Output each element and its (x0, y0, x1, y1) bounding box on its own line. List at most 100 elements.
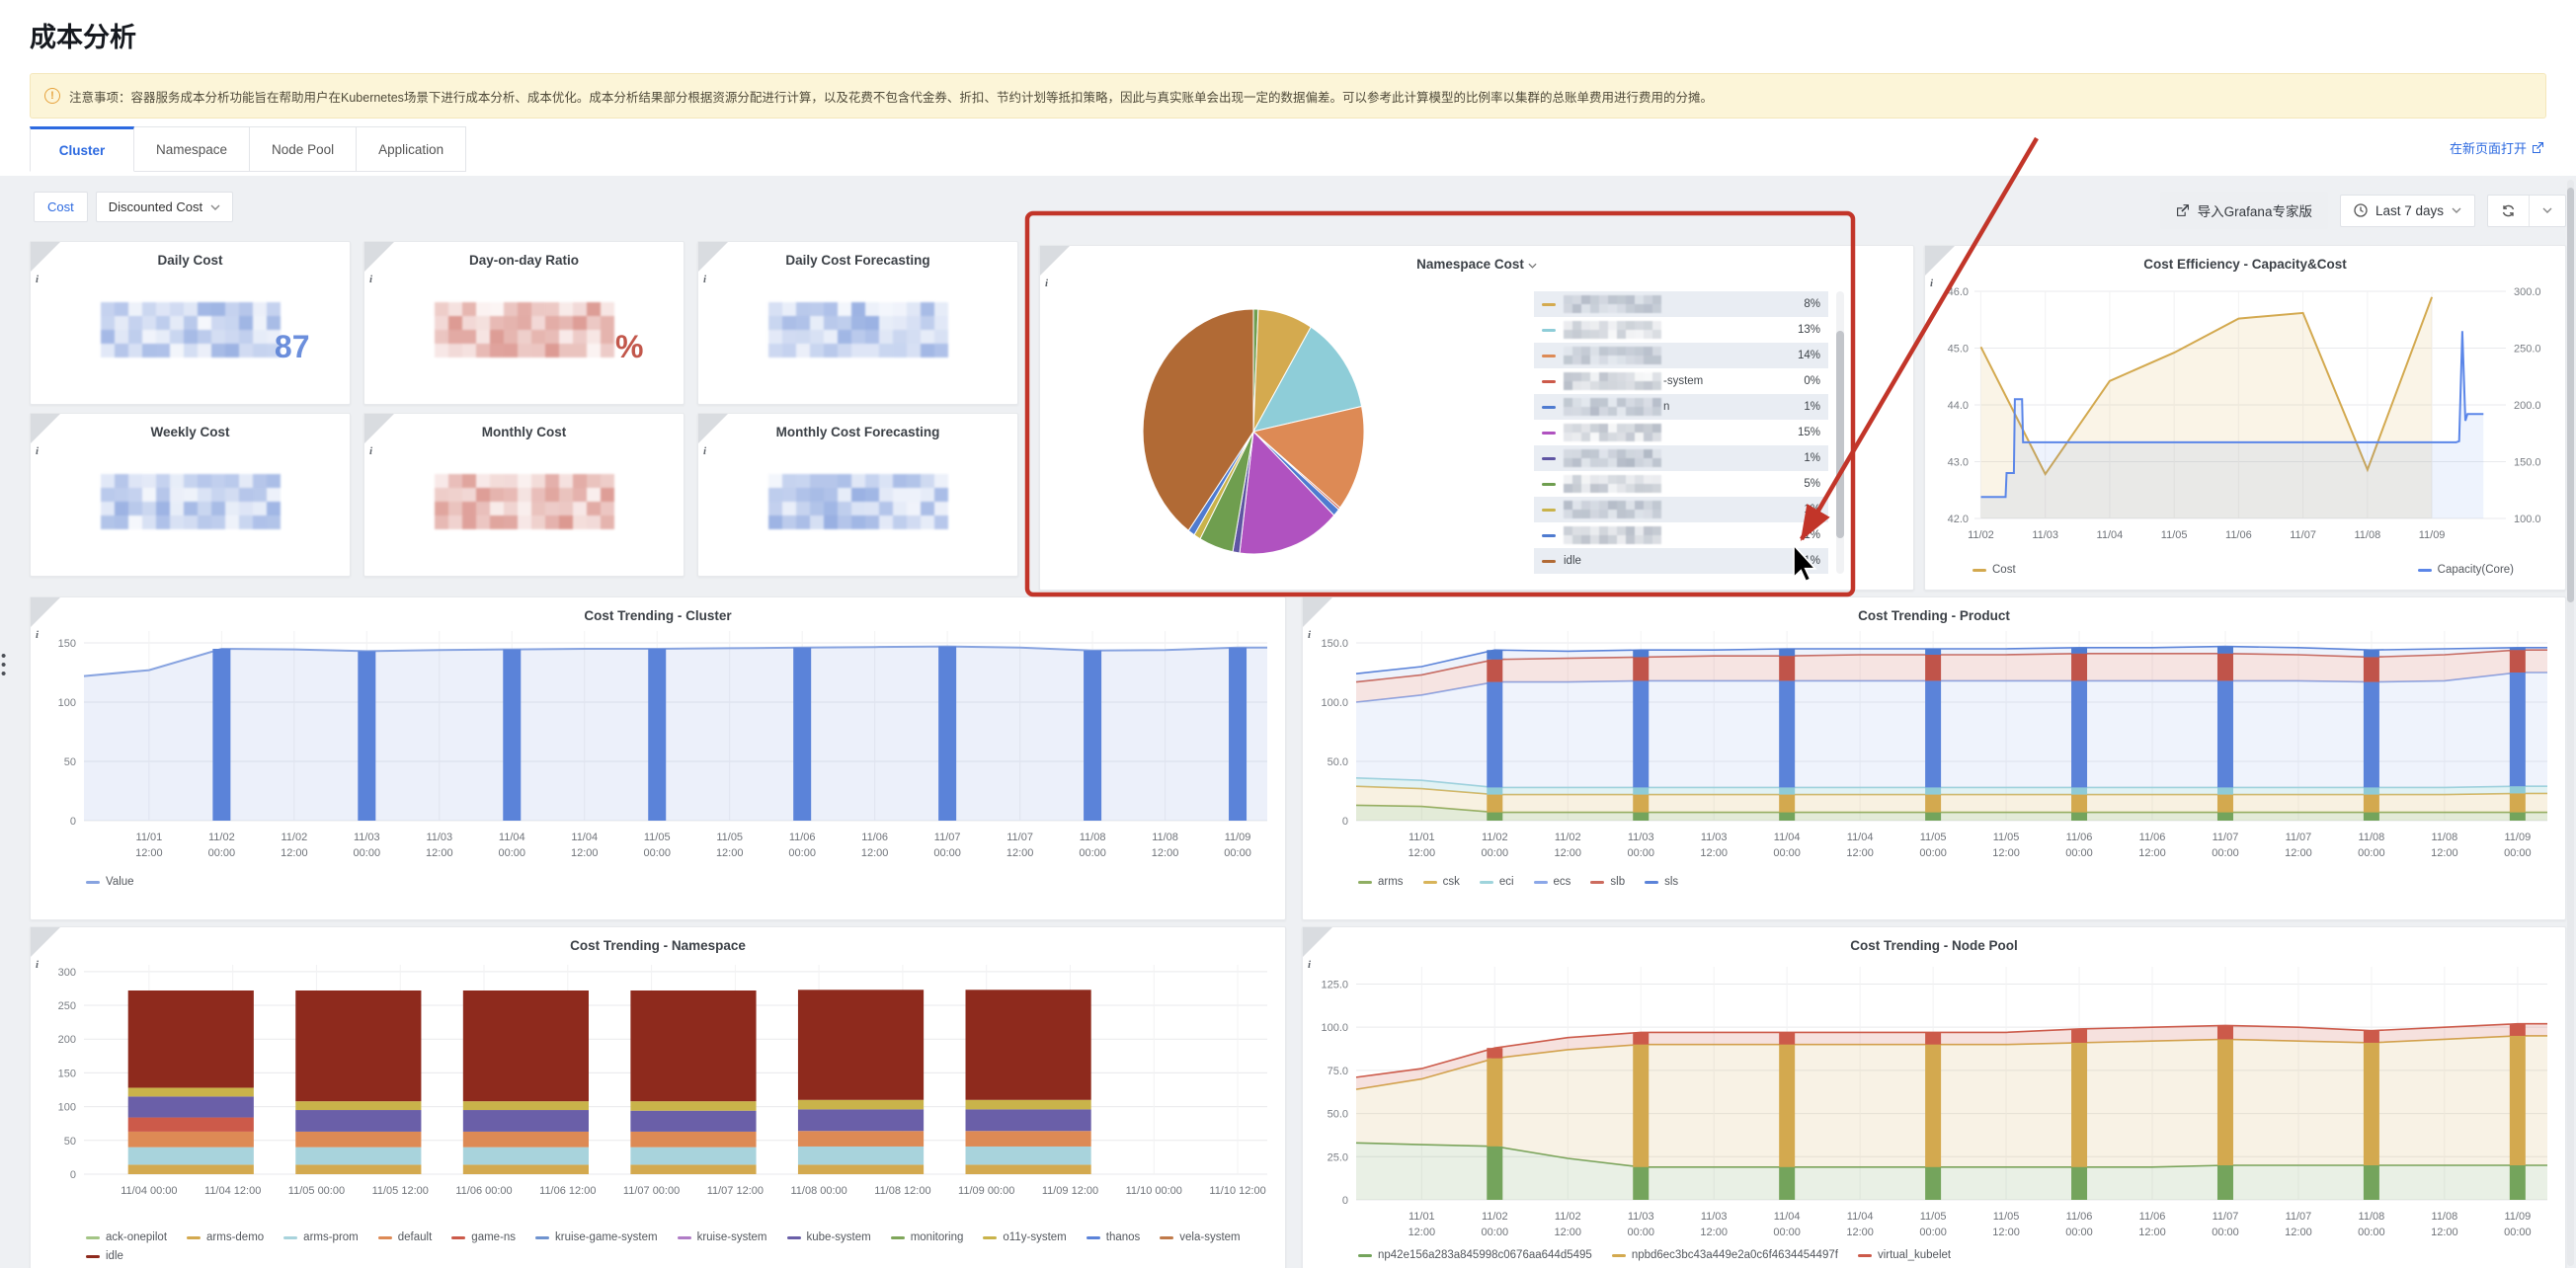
panel-title[interactable]: Namespace Cost (1040, 246, 1913, 272)
legend-item[interactable]: kruise-game-system (535, 1231, 658, 1243)
legend-item[interactable]: arms-demo (187, 1231, 264, 1243)
stat-card-weekly-cost: i Weekly Cost (30, 413, 351, 577)
legend-item[interactable]: vela-system (1160, 1231, 1241, 1243)
panel-title: Cost Efficiency - Capacity&Cost (2143, 257, 2347, 272)
panel-corner-fold[interactable]: i (1040, 246, 1070, 289)
page-scrollbar-thumb[interactable] (2567, 188, 2574, 602)
svg-text:00:00: 00:00 (788, 847, 816, 859)
svg-text:11/06: 11/06 (2139, 832, 2166, 843)
panel-corner-fold[interactable]: i (698, 414, 728, 457)
legend-item[interactable]: Value (86, 876, 134, 888)
legend-row[interactable]: 15% (1534, 420, 1828, 445)
panel-corner-fold[interactable]: i (698, 242, 728, 285)
svg-text:11/08: 11/08 (2432, 832, 2458, 843)
legend-row[interactable]: n 1% (1534, 394, 1828, 420)
panel-corner-fold[interactable]: i (1303, 927, 1332, 971)
svg-text:100.0: 100.0 (2514, 514, 2541, 525)
legend-row[interactable]: 14% (1534, 343, 1828, 368)
svg-text:200.0: 200.0 (2514, 400, 2541, 412)
svg-text:11/08 00:00: 11/08 00:00 (790, 1185, 846, 1197)
panel-corner-fold[interactable]: i (1303, 597, 1332, 641)
open-in-new-page-link[interactable]: 在新页面打开 (2450, 138, 2544, 157)
legend-color-dash (786, 1235, 801, 1239)
svg-text:11/02: 11/02 (281, 832, 307, 843)
svg-text:42.0: 42.0 (1948, 514, 1969, 525)
sidebar-drag-handle[interactable]: • • • (1, 648, 7, 682)
cost-efficiency-legend: Cost Capacity(Core) (1972, 564, 2514, 576)
namespace-cost-pie (1135, 287, 1372, 576)
legend-row[interactable]: -system 0% (1534, 368, 1828, 394)
legend-item[interactable]: default (377, 1231, 432, 1243)
import-grafana-button[interactable]: 导入Grafana专家版 (2159, 192, 2328, 229)
legend-item[interactable]: ack-onepilot (86, 1231, 167, 1243)
svg-text:12:00: 12:00 (426, 847, 453, 859)
panel-corner-fold[interactable]: i (31, 597, 60, 641)
info-icon: i (703, 274, 707, 285)
legend-row-idle[interactable]: idle 41% (1534, 548, 1828, 574)
legend-item[interactable]: npbd6ec3bc43a449e2a0c6f4634454497f (1611, 1249, 1838, 1261)
legend-item[interactable]: sls (1645, 876, 1678, 888)
svg-text:100.0: 100.0 (1321, 697, 1348, 709)
panel-corner-fold[interactable]: i (364, 414, 394, 457)
panel-corner-fold[interactable]: i (31, 927, 60, 971)
legend-item[interactable]: virtual_kubelet (1857, 1249, 1951, 1261)
panel-corner-fold[interactable]: i (1925, 246, 1955, 289)
trend-nodepool-legend: np42e156a283a845998c0676aa644d5495 npbd6e… (1358, 1249, 1951, 1261)
cost-type-dropdown[interactable]: Discounted Cost (95, 192, 234, 222)
legend-row[interactable]: 1% (1534, 522, 1828, 548)
svg-text:11/01: 11/01 (136, 832, 163, 843)
tab-node-pool[interactable]: Node Pool (250, 126, 358, 172)
tab-cluster[interactable]: Cluster (30, 126, 134, 172)
panel-corner-fold[interactable]: i (31, 414, 60, 457)
svg-text:11/08: 11/08 (2354, 529, 2380, 541)
time-range-group: Last 7 days (2339, 194, 2475, 227)
legend-item[interactable]: game-ns (451, 1231, 516, 1243)
legend-item[interactable]: arms-prom (283, 1231, 359, 1243)
svg-text:00:00: 00:00 (1919, 1227, 1947, 1238)
legend-row[interactable]: 13% (1534, 317, 1828, 343)
legend-item[interactable]: kube-system (786, 1231, 871, 1243)
legend-color-dash (86, 1254, 100, 1258)
tab-application[interactable]: Application (357, 126, 467, 172)
svg-text:125.0: 125.0 (1321, 979, 1348, 991)
legend-item[interactable]: ecs (1533, 876, 1570, 888)
svg-text:11/06: 11/06 (861, 832, 888, 843)
legend-scrollbar-thumb[interactable] (1836, 331, 1844, 538)
legend-item[interactable]: np42e156a283a845998c0676aa644d5495 (1358, 1249, 1592, 1261)
legend-percent: 8% (1804, 298, 1820, 310)
svg-text:200: 200 (58, 1034, 76, 1046)
time-range-dropdown[interactable]: Last 7 days (2341, 196, 2474, 226)
legend-row[interactable]: 1% (1534, 445, 1828, 471)
trend-cluster-chart: 0 50 100 150 11/01 12:00 11/02 00:00 11/02 12:00 1… (37, 625, 1281, 866)
svg-text:12:00: 12:00 (1006, 847, 1034, 859)
legend-item[interactable]: monitoring (890, 1231, 963, 1243)
svg-text:12:00: 12:00 (2138, 1227, 2166, 1238)
legend-item[interactable]: eci (1479, 876, 1514, 888)
legend-item[interactable]: kruise-system (677, 1231, 767, 1243)
legend-item[interactable]: o11y-system (983, 1231, 1067, 1243)
tab-namespace[interactable]: Namespace (134, 126, 251, 172)
svg-text:00:00: 00:00 (1482, 1227, 1509, 1238)
panel-corner-fold[interactable]: i (364, 242, 394, 285)
info-icon: i (36, 274, 40, 285)
refresh-button[interactable] (2488, 196, 2529, 226)
legend-item[interactable]: csk (1422, 876, 1460, 888)
legend-row[interactable]: 5% (1534, 471, 1828, 497)
legend-row[interactable]: 8% (1534, 291, 1828, 317)
panel-corner-fold[interactable]: i (31, 242, 60, 285)
legend-item[interactable]: arms (1358, 876, 1404, 888)
svg-text:11/09: 11/09 (1225, 832, 1251, 843)
legend-item[interactable]: idle (86, 1250, 123, 1262)
legend-item[interactable]: Capacity(Core) (2417, 564, 2514, 576)
svg-text:11/08: 11/08 (1152, 832, 1178, 843)
legend-item[interactable]: Cost (1972, 564, 2016, 576)
svg-text:11/05: 11/05 (1993, 832, 2020, 843)
info-icon: i (36, 629, 40, 641)
svg-text:11/08: 11/08 (2359, 832, 2385, 843)
legend-item[interactable]: thanos (1086, 1231, 1140, 1243)
svg-text:11/08: 11/08 (1080, 832, 1106, 843)
refresh-interval-dropdown[interactable] (2529, 195, 2565, 226)
svg-text:100.0: 100.0 (1321, 1022, 1348, 1034)
legend-row[interactable]: 1% (1534, 497, 1828, 522)
legend-item[interactable]: slb (1590, 876, 1625, 888)
